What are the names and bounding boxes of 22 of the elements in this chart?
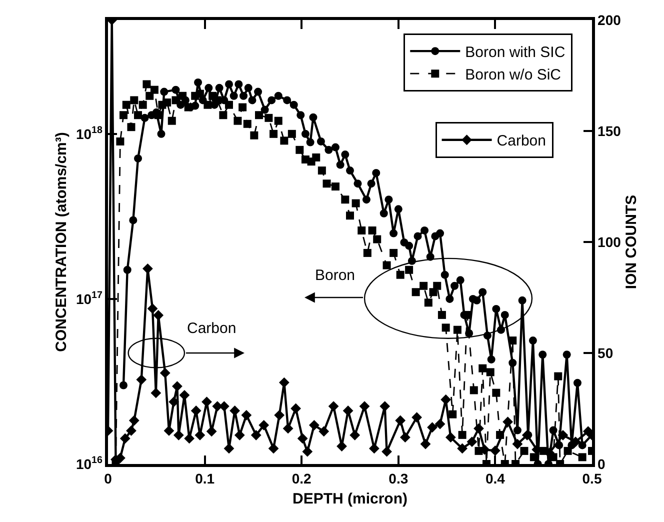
x-tick-label: 0 <box>104 470 112 487</box>
x-tick-label: 0.3 <box>388 470 408 487</box>
y-tick-label: 10$^{16}$ <box>76 455 103 472</box>
y-tick-label: 10$^{17}$ <box>76 290 103 307</box>
y-tick-label: 10$^{18}$ <box>76 124 103 142</box>
y2-axis-title: ION COUNTS <box>623 194 640 290</box>
legend-label: Boron w/o SiC <box>465 66 562 84</box>
y-axis-title: CONCENTRATION (atoms/cm³) <box>53 132 70 352</box>
y2-tick-label: 150 <box>598 122 622 139</box>
legend-label: Carbon <box>496 132 546 150</box>
x-tick-label: 0.5 <box>582 470 602 487</box>
y2-tick-label: 0 <box>598 456 606 472</box>
y2-tick-label: 100 <box>598 234 622 250</box>
x-tick-label: 0.4 <box>485 470 506 487</box>
x-tick-label: 0.1 <box>195 470 215 487</box>
annotation: Carbon <box>187 320 236 337</box>
y2-tick-label: 200 <box>598 12 622 28</box>
annotation: Boron <box>315 267 356 284</box>
legend-label: Boron with SIC <box>465 44 566 61</box>
x-axis-title: DEPTH (micron) <box>292 490 408 508</box>
y2-tick-label: 50 <box>598 344 614 361</box>
x-tick-label: 0.2 <box>292 470 312 487</box>
